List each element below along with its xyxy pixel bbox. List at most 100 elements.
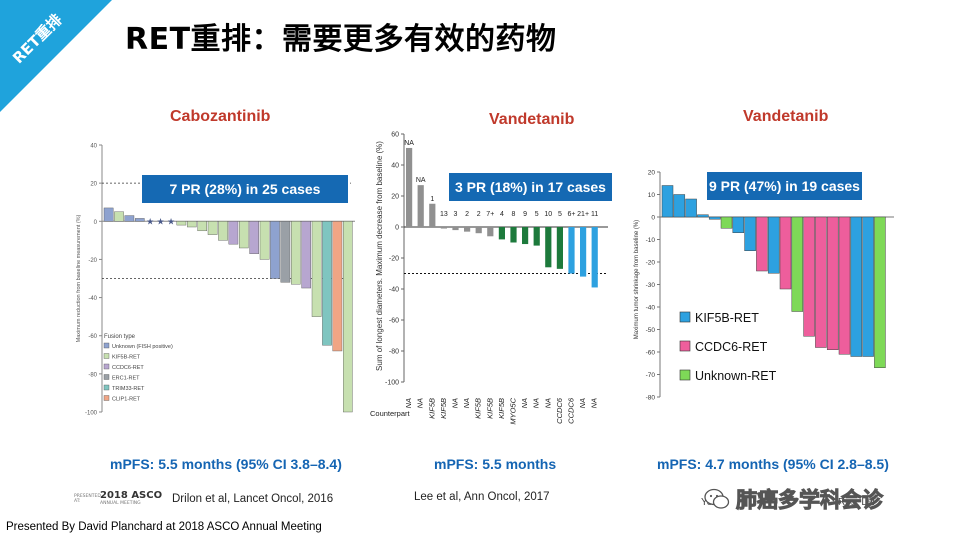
chart3-bar [697, 214, 709, 218]
corner-ribbon: RET重排 [0, 0, 130, 130]
panel3-drug-title: Vandetanib [743, 108, 829, 125]
panel3-pr-badge: 9 PR (47%) in 19 cases [707, 172, 862, 200]
chart-vandetanib-yoh: 20 10 0 -10 -20 -30 -40 -50 -60 -70 -80 Maximum tum… [634, 170, 894, 402]
chart2-ytick-label: -40 [389, 287, 399, 294]
chart2-ytick-label: -60 [389, 318, 399, 325]
footer-presented-by: Presented By David Planchard at 2018 ASC… [6, 521, 322, 533]
chart2-bar [440, 227, 447, 229]
chart1-star-marker: ★ [167, 216, 175, 226]
chart3-legend-label: KIF5B-RET [695, 311, 759, 325]
panel3-mpfs: mPFS: 4.7 months (95% CI 2.8–8.5) [657, 456, 889, 472]
chart1-bar [103, 207, 114, 222]
chart3-bar [767, 216, 780, 274]
chart3-bar [661, 185, 674, 218]
chart1-ytick-label: -20 [88, 258, 97, 264]
chart1-legend-swatch [103, 374, 110, 380]
chart2-bar-label: 8 [512, 211, 516, 218]
corner-triangle [0, 0, 112, 112]
chart2-counterpart-label: NA [532, 398, 541, 408]
chart2-bar [498, 227, 505, 240]
chart2-bar [417, 185, 424, 227]
chart2-ytick-label: 60 [391, 132, 399, 139]
chart3-ytick-label: -70 [646, 372, 656, 379]
chart2-bar [556, 227, 563, 269]
panel1-mpfs: mPFS: 5.5 months (95% CI 3.8–8.4) [110, 456, 342, 472]
chart1-bar [259, 221, 270, 260]
chart1-bar [343, 221, 353, 413]
chart1-legend-label: CCDC6-RET [112, 365, 144, 371]
watermark-text: 肺癌多学科会诊 [736, 488, 884, 513]
asco-logo-sub: ANNUAL MEETING [100, 501, 141, 506]
chart3-bar [756, 216, 768, 272]
chart2-bar [475, 227, 482, 234]
chart2-bar-label: 5 [558, 211, 562, 218]
chart2-bar [580, 227, 587, 277]
chart1-legend-swatch [103, 363, 110, 370]
chart1-bar [322, 221, 332, 346]
chart1-ytick-label: 20 [90, 182, 97, 188]
panel2-drug-title: Vandetanib [489, 111, 575, 128]
chart1-ytick-label: -40 [88, 296, 97, 302]
chart2-ytick-label: -100 [385, 380, 399, 387]
chart2-counterpart-label: NA [451, 398, 460, 408]
chart-cabozantinib: 40 20 0 -20 -40 -60 -80 -100 Maximum reduction f… [76, 144, 355, 417]
chart2-bar [522, 227, 529, 245]
chart3-bar [826, 216, 839, 350]
chart2-counterpart-label: NA [462, 398, 471, 408]
chart1-ytick-label: -80 [88, 372, 97, 378]
panel1-reference: Drilon et al, Lancet Oncol, 2016 [172, 493, 334, 505]
wechat-watermark: 肺癌多学科会诊 [704, 484, 884, 514]
chart2-bar-label: 5 [535, 211, 539, 218]
chart1-legend-label: KIF5B-RET [112, 355, 141, 361]
chart3-ytick-label: 20 [648, 170, 656, 177]
chart1-bar [280, 221, 291, 283]
chart3-ytick-label: -30 [646, 282, 656, 289]
asco-logo-text: 2018 ASCO [100, 490, 163, 501]
chart1-legend-title: Fusion type [104, 334, 136, 340]
chart2-counterpart-label: KIF5B [427, 398, 436, 419]
chart3-ytick-label: -10 [646, 237, 656, 244]
chart3-legend-label: CCDC6-RET [695, 340, 768, 354]
chart2-bar-label: 2 [465, 211, 469, 218]
chart3-bar [874, 216, 886, 368]
chart2-bar-label: 3 [454, 211, 458, 218]
chart3-bar [815, 216, 827, 348]
chart2-counterpart-label: NA [543, 398, 552, 408]
chart2-counterpart-label: NA [520, 398, 529, 408]
chart3-bar [838, 216, 851, 355]
chart2-ytick-label: 40 [391, 163, 399, 170]
chart1-bar [197, 221, 207, 232]
chart3-bar [779, 216, 792, 290]
chart2-ytick-label: -20 [389, 256, 399, 263]
chart3-bar [720, 216, 733, 229]
panel2-pr-badge: 3 PR (18%) in 17 cases [449, 173, 612, 201]
chart1-ytick-label: -100 [85, 411, 98, 417]
chart1-bar [176, 221, 187, 226]
chart1-legend-swatch [103, 342, 110, 349]
chart1-bar [301, 221, 312, 289]
chart3-bar [708, 216, 721, 220]
chart2-counterpart-label: NA [416, 398, 425, 408]
chart3-ytick-label: -40 [646, 305, 656, 312]
slide-title: RET重排：需要更多有效的药物 [125, 22, 557, 57]
chart2-bar-label: 2 [477, 211, 481, 218]
chart1-bar [238, 221, 249, 249]
chart2-counterpart-label: NA [404, 398, 413, 408]
chart2-counterpart-label: KIF5B [497, 398, 506, 419]
chart3-ytick-label: -80 [646, 395, 656, 402]
chart3-legend-label: Unknown-RET [695, 369, 777, 383]
chart1-legend-swatch [103, 395, 110, 401]
chart1-legend-label: CLIP1-RET [112, 397, 141, 403]
chart1-legend-swatch [103, 353, 110, 359]
chart1-bar [218, 221, 228, 241]
chart2-bar-label: 21+ [577, 211, 589, 218]
chart2-counterpart-label: MYO5C [509, 397, 518, 424]
chart2-bar-label: 7+ [486, 211, 494, 218]
chart3-legend-swatch [679, 369, 691, 381]
chart1-legend-swatch [103, 384, 110, 391]
chart2-counterpart-label: NA [578, 398, 587, 408]
chart2-counterpart-label: CCDC6 [567, 397, 576, 424]
chart2-bar-label: 13 [440, 211, 448, 218]
chart3-bar [685, 198, 697, 218]
chart1-star-marker: ★ [146, 216, 154, 226]
